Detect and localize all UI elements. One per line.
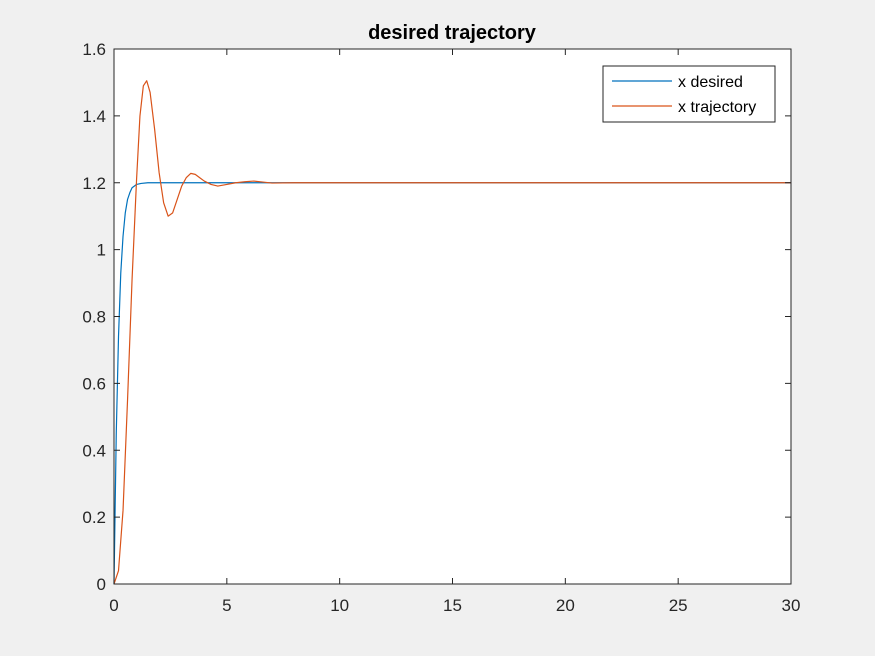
legend-label-x-trajectory: x trajectory <box>678 99 756 116</box>
plot-area <box>114 49 791 584</box>
ticks-layer: 0 5 10 15 20 25 30 0 0.2 0.4 0.6 0.8 1 1.2 1.4 1.6 <box>82 40 800 615</box>
y-tick-label: 1 <box>97 241 106 260</box>
legend-label-x-desired: x desired <box>678 74 743 91</box>
y-tick-label: 0 <box>97 575 106 594</box>
x-tick-label: 20 <box>556 596 575 615</box>
y-tick-label: 0.2 <box>82 508 106 527</box>
y-tick-label: 1.6 <box>82 40 106 59</box>
legend-box <box>602 65 776 123</box>
x-tick-label: 25 <box>669 596 688 615</box>
legend: x desired x trajectory <box>602 65 776 123</box>
y-tick-label: 0.6 <box>82 374 106 393</box>
chart-title: desired trajectory <box>368 22 537 44</box>
x-tick-label: 0 <box>109 596 118 615</box>
y-tick-label: 1.2 <box>82 174 106 193</box>
x-tick-label: 10 <box>330 596 349 615</box>
x-tick-label: 5 <box>222 596 231 615</box>
y-tick-label: 1.4 <box>82 107 106 126</box>
y-tick-label: 0.8 <box>82 308 106 327</box>
axes-box <box>113 48 792 585</box>
series-line-x-trajectory <box>113 80 791 585</box>
x-tick-label: 15 <box>443 596 462 615</box>
y-tick-label: 0.4 <box>82 441 106 460</box>
series-layer <box>113 80 791 585</box>
x-tick-label: 30 <box>782 596 801 615</box>
